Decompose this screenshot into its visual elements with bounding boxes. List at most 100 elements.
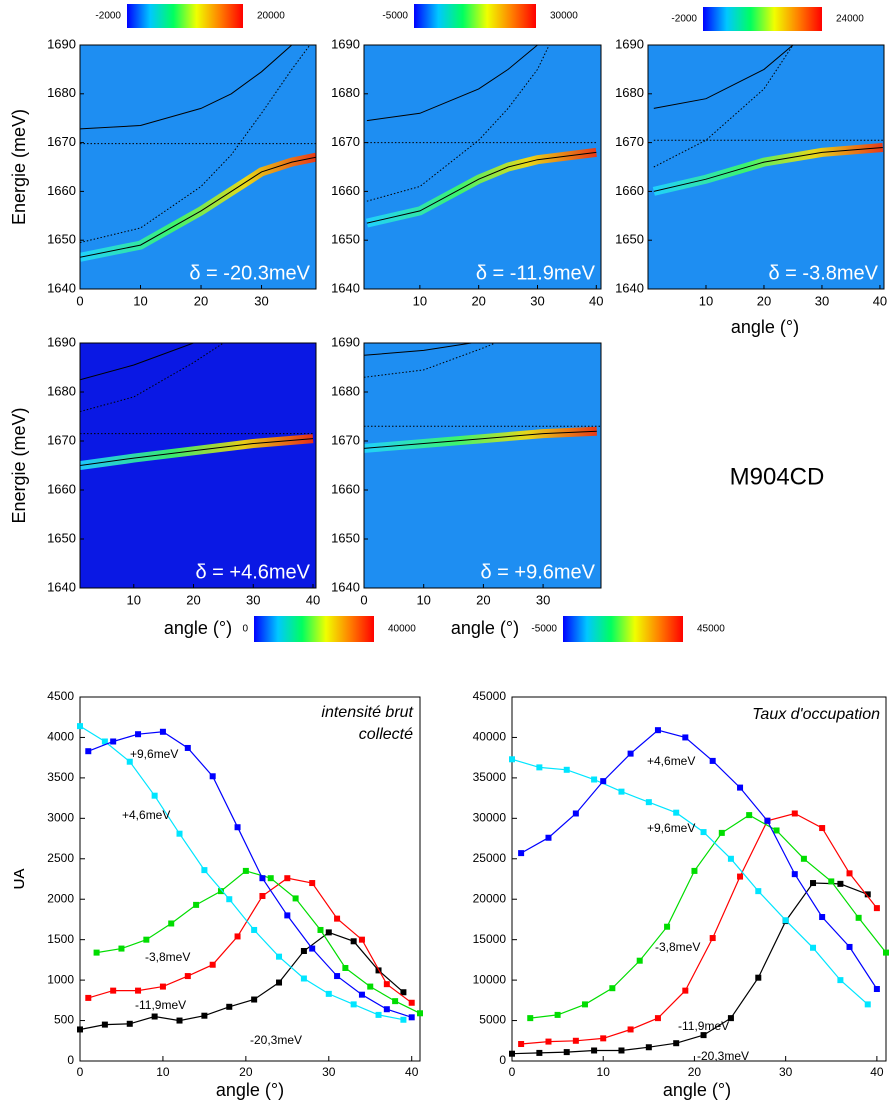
data-point	[126, 758, 133, 765]
y-tick-label: 1680	[331, 383, 360, 398]
colorbar-label: 20000	[257, 11, 285, 22]
data-point	[572, 810, 579, 817]
dispersion-curve	[80, 438, 314, 466]
data-point	[118, 945, 125, 952]
data-point	[259, 892, 266, 899]
data-point	[259, 875, 266, 882]
colorbar-label: -5000	[531, 624, 557, 635]
data-point	[518, 1041, 525, 1048]
data-point	[234, 824, 241, 831]
heatmap-background	[80, 343, 316, 588]
y-tick-label: 1690	[47, 334, 76, 349]
data-point	[300, 975, 307, 982]
x-tick-label: 10	[416, 592, 430, 607]
data-point	[627, 1026, 634, 1033]
y-tick-label: 1690	[331, 36, 360, 51]
y-tick-label: 5000	[479, 1013, 506, 1027]
series-line	[511, 882, 869, 1055]
x-tick-label: 30	[322, 1065, 336, 1079]
data-point	[201, 1012, 208, 1019]
y-tick-label: 3500	[47, 770, 74, 784]
colorbar	[127, 4, 243, 28]
x-tick-label: 30	[246, 592, 260, 607]
y-tick-label: 1670	[331, 134, 360, 149]
data-point	[545, 1038, 552, 1045]
data-point	[342, 964, 349, 971]
x-tick-label: 10	[133, 293, 147, 308]
data-point	[782, 917, 789, 924]
series-label: +9,6meV	[647, 821, 695, 835]
data-point	[209, 961, 216, 968]
colorbar-label: 0	[242, 624, 248, 635]
y-tick-label: 10000	[473, 972, 507, 986]
y-tick-label: 40000	[473, 730, 507, 744]
panel: 1640 1650 1660 1670 1680 1690 0 10 20 30 δ = -20.3…	[9, 4, 317, 308]
dispersion-curve	[366, 45, 538, 122]
data-point	[591, 1047, 598, 1054]
heatmap-curves	[80, 343, 314, 470]
heatmap-curves	[80, 45, 316, 262]
data-point	[755, 974, 762, 981]
detuning-label: δ = -11.9meV	[476, 262, 596, 284]
data-point	[645, 799, 652, 806]
y-tick-label: 500	[54, 1013, 74, 1027]
y-tick-label: 1640	[331, 579, 360, 594]
data-point	[864, 891, 871, 898]
colorbar-label: 24000	[836, 14, 864, 25]
data-point	[334, 973, 341, 980]
heatmap-background	[364, 45, 601, 289]
data-point	[673, 809, 680, 816]
plot-frame	[363, 44, 602, 290]
data-point	[135, 987, 142, 994]
data-point	[350, 1001, 357, 1008]
data-point	[400, 1016, 407, 1023]
series-label: +4,6meV	[122, 808, 170, 822]
data-point	[325, 990, 332, 997]
x-axis-label: angle (°)	[731, 317, 799, 337]
y-tick-label: 1670	[47, 134, 76, 149]
series-line	[88, 877, 413, 1004]
data-point	[408, 1014, 415, 1021]
chart-annotation: Taux d'occupation	[752, 706, 880, 723]
y-tick-label: 1690	[331, 334, 360, 349]
detuning-label: δ = +9.6meV	[480, 561, 595, 583]
data-point	[159, 728, 166, 735]
x-tick-label: 30	[254, 293, 268, 308]
data-point	[718, 829, 725, 836]
data-point	[300, 947, 307, 954]
data-point	[325, 929, 332, 936]
data-point	[226, 1003, 233, 1010]
x-tick-label: 40	[873, 293, 887, 308]
data-point	[581, 1001, 588, 1008]
heatmap-curves	[364, 343, 601, 453]
data-point	[682, 987, 689, 994]
y-tick-label: 1660	[615, 183, 644, 198]
data-point	[654, 727, 661, 734]
y-tick-label: 45000	[473, 689, 507, 703]
series-label: -20,3meV	[697, 1049, 749, 1063]
colorbar	[414, 4, 536, 28]
dispersion-curve	[364, 343, 496, 378]
data-point	[85, 748, 92, 755]
series-label: +9,6meV	[130, 747, 178, 761]
data-point	[873, 986, 880, 993]
data-point	[168, 920, 175, 927]
data-point	[509, 756, 515, 763]
dispersion-curve	[653, 45, 794, 109]
data-point	[77, 723, 83, 730]
y-tick-label: 1670	[47, 432, 76, 447]
x-tick-label: 20	[239, 1065, 253, 1079]
data-point	[773, 827, 780, 834]
chart-annotation: intensité brut	[321, 704, 413, 721]
dispersion-curve	[80, 343, 194, 381]
data-point	[151, 792, 158, 799]
x-tick-label: 10	[156, 1065, 170, 1079]
y-tick-label: 3000	[47, 811, 74, 825]
panel: 0 500 1000 1500 2000 2500 3000 3500 4000 4500 0 10 2…	[11, 689, 423, 1100]
y-tick-label: 1680	[47, 85, 76, 100]
x-axis-label: angle (°)	[216, 1080, 284, 1100]
series-label: +4,6meV	[647, 754, 695, 768]
x-tick-label: 10	[699, 293, 713, 308]
data-point	[709, 935, 716, 942]
colorbar-label: 30000	[550, 11, 578, 22]
